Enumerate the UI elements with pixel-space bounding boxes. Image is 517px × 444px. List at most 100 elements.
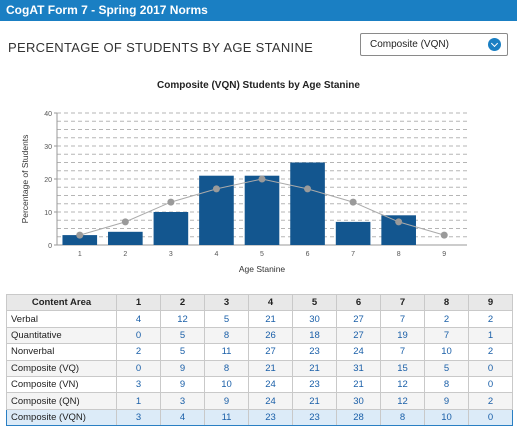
x-tick-label: 7 bbox=[351, 251, 355, 258]
table-row[interactable]: Nonverbal 2 5 11 27 23 24 7 10 2 bbox=[6, 343, 513, 361]
bar-stanine-5 bbox=[244, 175, 280, 245]
table-row[interactable]: Composite (VQN) 3 4 11 23 23 28 8 10 0 bbox=[6, 408, 513, 427]
table-cell: 10 bbox=[204, 375, 249, 394]
table-cell: 21 bbox=[292, 392, 337, 410]
table-row[interactable]: Quantitative 0 5 8 26 18 27 19 7 1 bbox=[6, 326, 513, 345]
column-header-stanine-5: 5 bbox=[292, 293, 337, 312]
table-cell: 8 bbox=[204, 359, 249, 377]
table-cell: 27 bbox=[248, 343, 293, 361]
chevron-down-icon[interactable] bbox=[488, 38, 501, 51]
table-cell: 0 bbox=[116, 326, 161, 345]
row-label: Quantitative bbox=[6, 326, 117, 345]
x-tick-label: 6 bbox=[306, 251, 310, 258]
stanine-chart: 0 10 20 30 40 1 2 3 4 5 6 7 8 9 Age Stanine Percentage … bbox=[20, 111, 467, 274]
table-cell: 15 bbox=[380, 359, 425, 377]
app-title: CogAT Form 7 - Spring 2017 Norms bbox=[6, 3, 208, 17]
table-cell: 27 bbox=[336, 310, 381, 328]
app-title-bar: CogAT Form 7 - Spring 2017 Norms bbox=[0, 0, 517, 21]
norm-curve-point bbox=[212, 185, 220, 193]
table-cell: 5 bbox=[160, 326, 205, 345]
content-area-select[interactable]: Composite (VQN) bbox=[360, 33, 508, 56]
column-header-stanine-4: 4 bbox=[248, 293, 293, 312]
x-tick-label: 5 bbox=[260, 251, 264, 258]
column-header-stanine-7: 7 bbox=[380, 293, 425, 312]
table-row[interactable]: Composite (VN) 3 9 10 24 23 21 12 8 0 bbox=[6, 375, 513, 394]
y-tick-label: 0 bbox=[48, 243, 52, 250]
table-cell: 1 bbox=[468, 326, 513, 345]
table-cell: 5 bbox=[204, 310, 249, 328]
table-cell: 24 bbox=[248, 392, 293, 410]
table-cell: 23 bbox=[292, 375, 337, 394]
norm-curve-point bbox=[121, 218, 129, 226]
column-header-stanine-2: 2 bbox=[160, 293, 205, 312]
table-cell: 0 bbox=[468, 375, 513, 394]
page-title: PERCENTAGE OF STUDENTS BY AGE STANINE bbox=[8, 40, 314, 55]
x-tick-label: 1 bbox=[78, 251, 82, 258]
table-cell: 23 bbox=[292, 408, 337, 427]
x-axis-label: Age Stanine bbox=[239, 264, 286, 274]
bar-stanine-7 bbox=[335, 221, 371, 245]
table-row[interactable]: Verbal 4 12 5 21 30 27 7 2 2 bbox=[6, 310, 513, 328]
table-cell: 5 bbox=[160, 343, 205, 361]
norm-curve-point bbox=[304, 185, 312, 193]
x-tick-label: 3 bbox=[169, 251, 173, 258]
table-cell: 8 bbox=[380, 408, 425, 427]
table-header-row: Content Area 1 2 3 4 5 6 7 8 9 bbox=[6, 293, 513, 312]
norm-curve-point bbox=[440, 231, 448, 239]
table-cell: 26 bbox=[248, 326, 293, 345]
table-cell: 7 bbox=[380, 343, 425, 361]
table-cell: 9 bbox=[204, 392, 249, 410]
y-tick-label: 20 bbox=[44, 177, 52, 184]
row-label: Nonverbal bbox=[6, 343, 117, 361]
bar-stanine-2 bbox=[108, 231, 143, 245]
table-cell: 24 bbox=[248, 375, 293, 394]
table-cell: 9 bbox=[160, 375, 205, 394]
table-cell: 19 bbox=[380, 326, 425, 345]
norm-curve-point bbox=[349, 198, 357, 206]
y-tick-label: 40 bbox=[44, 111, 52, 118]
y-tick-label: 10 bbox=[44, 210, 52, 217]
table-cell: 30 bbox=[336, 392, 381, 410]
table-cell: 12 bbox=[380, 375, 425, 394]
table-row[interactable]: Composite (QN) 1 3 9 24 21 30 12 9 2 bbox=[6, 392, 513, 410]
table-cell: 28 bbox=[336, 408, 381, 427]
stanine-table: Content Area 1 2 3 4 5 6 7 8 9 Verbal 4 12 5 21 30 27 7 2… bbox=[6, 293, 513, 427]
norm-curve-point bbox=[167, 198, 175, 206]
bar-stanine-6 bbox=[290, 162, 325, 245]
table-row[interactable]: Composite (VQ) 0 9 8 21 21 31 15 5 0 bbox=[6, 359, 513, 377]
row-label: Composite (VQN) bbox=[6, 408, 117, 427]
table-cell: 11 bbox=[204, 408, 249, 427]
column-header-content-area: Content Area bbox=[6, 293, 117, 312]
x-tick-label: 2 bbox=[123, 251, 127, 258]
table-cell: 0 bbox=[468, 408, 513, 427]
bar-stanine-3 bbox=[153, 212, 189, 245]
table-cell: 21 bbox=[248, 310, 293, 328]
table-cell: 30 bbox=[292, 310, 337, 328]
table-cell: 21 bbox=[248, 359, 293, 377]
x-tick-label: 8 bbox=[397, 251, 401, 258]
row-label: Composite (QN) bbox=[6, 392, 117, 410]
row-label: Verbal bbox=[6, 310, 117, 328]
row-label: Composite (VN) bbox=[6, 375, 117, 394]
table-cell: 0 bbox=[116, 359, 161, 377]
table-cell: 18 bbox=[292, 326, 337, 345]
table-cell: 21 bbox=[292, 359, 337, 377]
table-cell: 21 bbox=[336, 375, 381, 394]
column-header-stanine-3: 3 bbox=[204, 293, 249, 312]
norm-curve-point bbox=[76, 231, 84, 239]
table-cell: 27 bbox=[336, 326, 381, 345]
table-cell: 0 bbox=[468, 359, 513, 377]
table-cell: 23 bbox=[248, 408, 293, 427]
table-cell: 3 bbox=[116, 408, 161, 427]
table-cell: 10 bbox=[424, 408, 469, 427]
table-cell: 4 bbox=[116, 310, 161, 328]
table-cell: 7 bbox=[380, 310, 425, 328]
bar-stanine-1 bbox=[62, 235, 98, 245]
table-cell: 12 bbox=[380, 392, 425, 410]
select-value: Composite (VQN) bbox=[370, 39, 449, 50]
column-header-stanine-8: 8 bbox=[424, 293, 469, 312]
table-cell: 4 bbox=[160, 408, 205, 427]
table-cell: 2 bbox=[468, 343, 513, 361]
column-header-stanine-1: 1 bbox=[116, 293, 161, 312]
y-axis-label: Percentage of Students bbox=[20, 135, 30, 224]
